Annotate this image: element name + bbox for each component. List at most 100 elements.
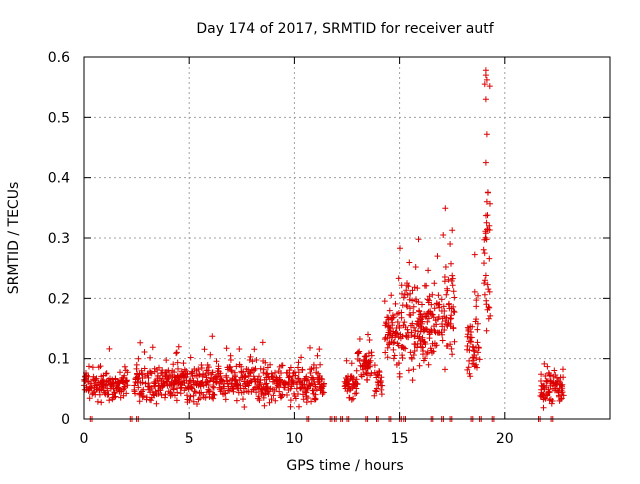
data-point (187, 354, 194, 361)
data-point (464, 366, 471, 373)
data-point (450, 324, 457, 331)
data-point (441, 278, 448, 285)
data-point (183, 368, 190, 374)
data-point (195, 366, 202, 373)
data-point (409, 377, 416, 384)
data-point (314, 352, 321, 359)
data-point (546, 397, 553, 404)
data-point (547, 377, 553, 384)
data-point (200, 382, 207, 389)
data-point (138, 367, 145, 374)
data-point (227, 364, 234, 371)
data-point (354, 380, 361, 387)
data-point (251, 367, 258, 374)
grid (84, 57, 610, 419)
data-point (233, 397, 240, 404)
data-point (121, 363, 128, 370)
data-point (230, 388, 237, 395)
data-point (473, 297, 480, 304)
data-point (434, 253, 441, 260)
data-point (86, 395, 93, 402)
data-point (435, 292, 442, 299)
data-point (133, 361, 140, 368)
data-point (121, 383, 128, 390)
data-point (481, 260, 487, 267)
data-point (391, 352, 398, 359)
data-point (252, 365, 259, 372)
data-point (408, 332, 415, 339)
data-point (261, 402, 268, 409)
data-point (410, 366, 417, 373)
data-point (352, 390, 358, 397)
data-point (272, 397, 279, 404)
y-tick-label: 0 (61, 412, 70, 428)
data-point (419, 301, 425, 308)
data-point (94, 398, 101, 405)
data-point (149, 344, 156, 351)
data-point (145, 374, 152, 381)
data-point (139, 379, 146, 386)
data-point (390, 355, 397, 362)
data-point (156, 364, 162, 371)
data-point (312, 383, 319, 390)
data-point (405, 283, 412, 290)
data-point (483, 327, 490, 334)
data-point (445, 276, 452, 283)
data-point (411, 284, 418, 291)
x-tick-label: 10 (285, 431, 303, 447)
data-point (379, 382, 386, 389)
data-point (412, 264, 419, 270)
data-point (401, 319, 408, 326)
data-point (265, 391, 272, 398)
data-point (158, 392, 165, 399)
data-point (474, 320, 481, 327)
data-point (186, 397, 193, 404)
data-point (276, 388, 283, 395)
data-point (476, 356, 483, 363)
data-point (481, 280, 488, 287)
data-point (395, 360, 402, 367)
data-point (287, 403, 294, 410)
data-point (253, 357, 260, 363)
data-point (211, 391, 218, 398)
data-point (415, 236, 422, 243)
data-point (425, 267, 432, 274)
data-point (256, 397, 263, 404)
data-point (254, 376, 261, 383)
data-point (373, 385, 380, 392)
data-point (173, 349, 180, 356)
data-point (121, 372, 128, 379)
data-point (123, 390, 130, 397)
data-point (310, 376, 317, 383)
data-point (286, 367, 293, 374)
data-point (227, 357, 234, 363)
data-point (246, 357, 253, 363)
data-point (223, 374, 230, 381)
data-point (250, 373, 257, 380)
data-point (262, 359, 269, 366)
data-point (425, 315, 432, 322)
data-point (414, 344, 420, 351)
data-point (407, 349, 414, 356)
data-point (89, 364, 96, 371)
y-tick-label: 0.3 (48, 231, 70, 247)
data-point (423, 282, 430, 289)
data-point (443, 314, 450, 321)
data-point (398, 282, 405, 289)
y-tick-label: 0.1 (48, 352, 70, 368)
data-point (96, 391, 103, 398)
data-point (272, 369, 278, 376)
data-point (213, 358, 220, 365)
data-point (401, 291, 408, 298)
data-point (267, 361, 274, 368)
data-point (415, 299, 422, 306)
data-point (207, 351, 214, 358)
data-point (448, 315, 454, 322)
data-point (447, 241, 454, 247)
data-point (295, 359, 302, 366)
data-point (429, 291, 436, 298)
data-point (93, 375, 100, 382)
data-point (424, 296, 431, 303)
data-point (442, 318, 449, 324)
